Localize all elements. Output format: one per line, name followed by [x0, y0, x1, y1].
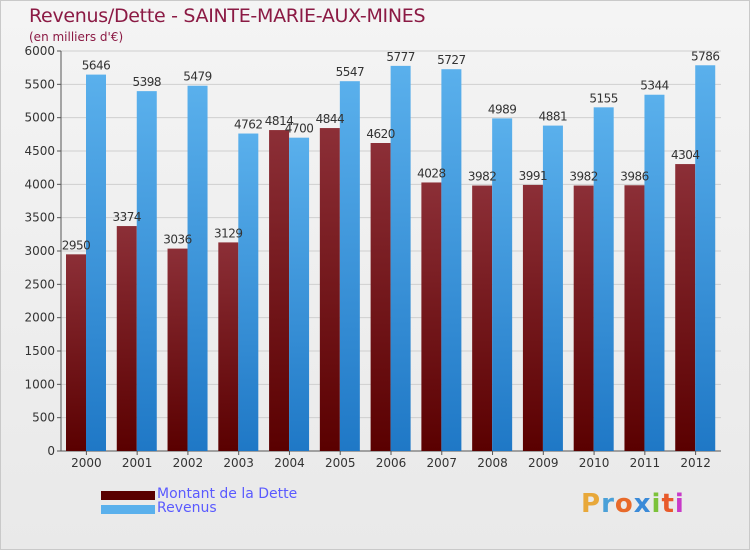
data-label-debt: 2950 — [62, 238, 91, 252]
data-label-debt: 4814 — [265, 114, 294, 128]
bar-revenue — [492, 118, 513, 452]
bar-revenue — [339, 81, 360, 451]
bar-revenue — [390, 65, 411, 451]
data-label-revenue: 5646 — [82, 59, 111, 73]
bar-debt — [218, 242, 239, 451]
x-tick-label: 2005 — [325, 456, 356, 470]
data-label-revenue: 5727 — [437, 53, 466, 67]
y-tick-label: 0 — [47, 444, 55, 458]
y-tick-label: 500 — [32, 411, 55, 425]
y-tick-label: 1500 — [24, 344, 55, 358]
bar-debt — [66, 254, 86, 451]
bar-revenue — [542, 125, 563, 451]
data-label-debt: 4028 — [417, 166, 446, 180]
bar-debt — [167, 248, 188, 451]
data-label-debt: 3982 — [569, 170, 598, 184]
bars — [66, 65, 716, 452]
x-tick-label: 2000 — [71, 456, 102, 470]
data-label-debt: 4304 — [671, 148, 700, 162]
y-tick-label: 5500 — [24, 77, 55, 91]
bar-debt — [472, 185, 493, 452]
x-tick-label: 2002 — [173, 456, 204, 470]
bar-revenue — [695, 65, 716, 452]
x-tick-label: 2007 — [426, 456, 457, 470]
bar-revenue — [289, 137, 310, 451]
legend-label-revenue: Revenus — [157, 500, 217, 516]
data-label-debt: 4620 — [366, 127, 395, 141]
data-label-debt: 4844 — [316, 112, 345, 126]
bar-revenue — [86, 74, 106, 451]
x-tick-label: 2009 — [528, 456, 559, 470]
bar-debt — [421, 182, 442, 451]
y-tick-label: 4500 — [24, 144, 55, 158]
bar-revenue — [187, 85, 208, 451]
data-label-revenue: 4881 — [539, 110, 568, 124]
data-label-revenue: 5398 — [132, 75, 161, 89]
bar-debt — [116, 226, 137, 451]
x-tick-label: 2010 — [579, 456, 610, 470]
logo-letter: t — [661, 489, 675, 519]
x-tick-label: 2004 — [274, 456, 305, 470]
bar-revenue — [238, 133, 259, 452]
logo-letter: r — [601, 489, 615, 519]
bar-revenue — [593, 107, 614, 451]
bar-debt — [522, 184, 543, 451]
y-tick-label: 6000 — [24, 44, 55, 58]
logo-letter: o — [614, 489, 634, 519]
x-tick-label: 2008 — [477, 456, 508, 470]
data-label-revenue: 4762 — [234, 118, 263, 132]
bar-debt — [675, 164, 696, 452]
axes: 0 500 1000 1500 2000 2500 3000 3500 4000 4500 5000… — [24, 44, 721, 470]
logo-letter: P — [581, 489, 602, 519]
proxiti-logo: Proxiti — [581, 489, 685, 519]
x-tick-label: 2012 — [680, 456, 711, 470]
chart-unit-label: (en milliers d'€) — [29, 30, 124, 44]
bar-debt — [370, 143, 391, 451]
data-label-debt: 3982 — [468, 170, 497, 184]
bar-debt — [269, 130, 290, 452]
y-tick-label: 1000 — [24, 377, 55, 391]
x-tick-label: 2001 — [122, 456, 153, 470]
legend-swatch-debt — [101, 491, 155, 500]
data-label-revenue: 4989 — [488, 102, 517, 116]
bar-debt — [573, 185, 594, 452]
y-tick-label: 3500 — [24, 211, 55, 225]
logo-letter: i — [674, 489, 685, 519]
data-label-revenue: 5786 — [691, 49, 720, 63]
data-label-debt: 3374 — [112, 210, 141, 224]
bar-revenue — [644, 94, 665, 451]
data-label-revenue: 5479 — [183, 70, 212, 84]
legend-label-debt: Montant de la Dette — [157, 486, 298, 502]
x-tick-label: 2003 — [223, 456, 254, 470]
data-label-debt: 3991 — [519, 169, 548, 183]
logo-letter: x — [633, 489, 652, 519]
x-tick-label: 2011 — [630, 456, 661, 470]
y-tick-label: 5000 — [24, 111, 55, 125]
data-labels: 2950 5646 3374 5398 3036 5479 3129 4762 48144700… — [62, 49, 720, 252]
x-tick-label: 2006 — [376, 456, 407, 470]
data-label-revenue: 4700 — [285, 122, 314, 136]
logo-letter: i — [651, 489, 662, 519]
bar-debt — [624, 185, 645, 451]
y-tick-label: 2000 — [24, 311, 55, 325]
data-label-revenue: 5344 — [640, 79, 669, 93]
y-tick-label: 3000 — [24, 244, 55, 258]
bar-revenue — [441, 69, 462, 451]
data-label-revenue: 5155 — [589, 91, 618, 105]
data-label-revenue: 5547 — [336, 65, 365, 79]
chart-title: Revenus/Dette - SAINTE-MARIE-AUX-MINES — [29, 5, 426, 27]
bar-revenue — [136, 91, 157, 451]
data-label-debt: 3986 — [620, 169, 649, 183]
legend-swatch-revenue — [101, 505, 155, 514]
y-tick-label: 2500 — [24, 277, 55, 291]
data-label-revenue: 5777 — [386, 50, 415, 64]
data-label-debt: 3129 — [214, 226, 243, 240]
bar-debt — [319, 128, 340, 452]
data-label-debt: 3036 — [163, 233, 192, 247]
y-tick-label: 4000 — [24, 177, 55, 191]
